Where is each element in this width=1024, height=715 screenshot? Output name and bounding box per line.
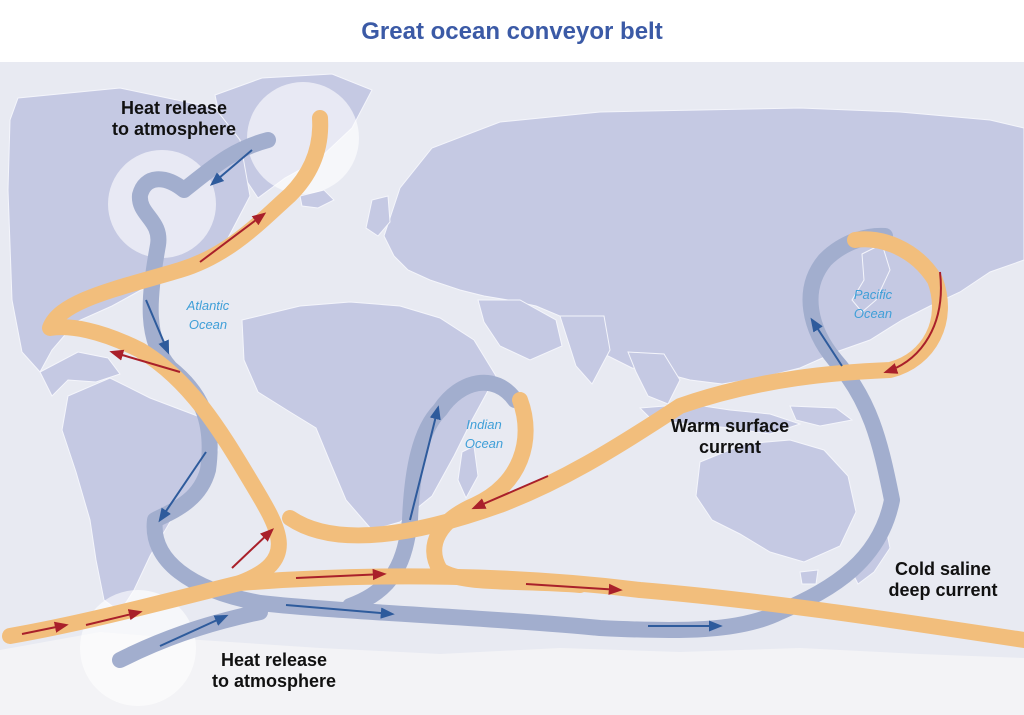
red-arrow-6: [295, 568, 387, 581]
se-asia-peninsula: [627, 351, 681, 405]
label-pacific-ocean: Pacific Ocean: [833, 285, 913, 323]
red-arrow-2: [85, 609, 143, 626]
blue-arrow-4: [159, 614, 229, 647]
antarctica: [0, 632, 1024, 715]
label-heat-release-bottom: Heat release to atmosphere: [200, 650, 348, 692]
red-arrow-4: [109, 349, 181, 373]
label-cold-saline-deep-current: Cold saline deep current: [868, 559, 1018, 601]
arabia: [477, 299, 563, 361]
blue-arrow-1: [209, 149, 253, 186]
madagascar: [457, 445, 479, 500]
cold-current-arrows: [145, 149, 843, 647]
label-line: Warm surface: [670, 416, 790, 436]
red-arrow-7: [525, 583, 623, 595]
label-warm-surface-current: Warm surface current: [655, 416, 805, 458]
label-line: Ocean: [188, 317, 228, 332]
label-line: Pacific: [853, 287, 893, 302]
warm-current-arrows: [21, 212, 942, 635]
new-guinea: [789, 405, 854, 427]
blue-arrow-3: [158, 451, 207, 523]
warm-current-indian-loop: [426, 392, 588, 593]
blue-arrow-2: [145, 299, 170, 355]
diagram-title: Great ocean conveyor belt: [361, 18, 663, 45]
red-arrow-5: [199, 212, 267, 263]
label-line: deep current: [888, 580, 998, 600]
label-line: Cold saline: [894, 559, 992, 579]
red-arrow-3: [231, 528, 275, 569]
india: [559, 315, 611, 385]
uk: [365, 195, 391, 237]
south-america: [61, 377, 219, 613]
label-line: Ocean: [853, 306, 893, 321]
blue-arrow-7: [409, 405, 441, 521]
label-atlantic-ocean: Atlantic Ocean: [168, 296, 248, 334]
australia: [695, 439, 857, 563]
blue-arrow-8: [810, 317, 843, 367]
africa: [241, 301, 497, 531]
red-arrow-9: [883, 271, 942, 374]
warm-current-southern: [232, 568, 1024, 648]
heat-release-halo-top-right: [247, 82, 359, 194]
label-line: Ocean: [464, 436, 504, 451]
label-line: to atmosphere: [111, 119, 237, 139]
red-arrow-8: [471, 475, 549, 510]
label-line: to atmosphere: [211, 671, 337, 691]
label-line: Heat release: [220, 650, 328, 670]
label-line: Atlantic: [186, 298, 230, 313]
label-heat-release-top: Heat release to atmosphere: [100, 98, 248, 140]
red-arrow-1: [21, 621, 69, 635]
cold-current-southern-tail: [112, 604, 268, 668]
cold-current-north-atlantic: [131, 132, 900, 639]
label-line: Heat release: [120, 98, 228, 118]
eurasia: [383, 107, 1024, 385]
blue-arrow-5: [285, 604, 395, 619]
label-line: current: [698, 437, 761, 457]
label-line: Indian: [466, 417, 502, 432]
central-america: [39, 351, 121, 397]
tasmania: [799, 569, 819, 585]
label-indian-ocean: Indian Ocean: [444, 415, 524, 453]
